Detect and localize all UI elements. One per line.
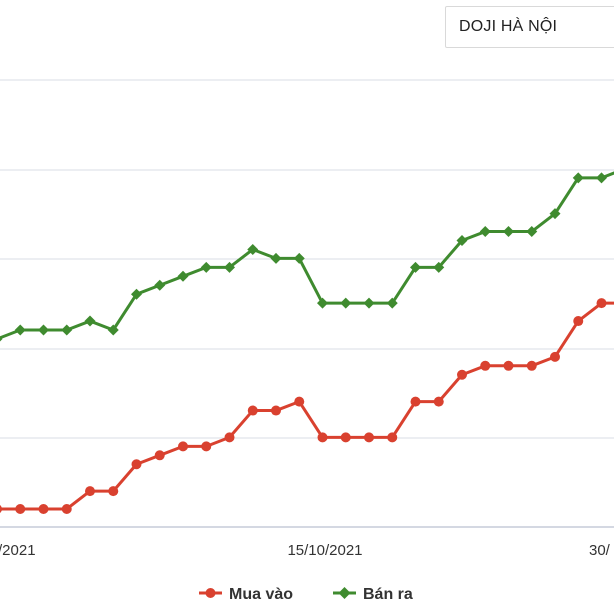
grid-lines [0, 79, 614, 439]
data-point[interactable] [14, 324, 26, 336]
data-point[interactable] [503, 226, 514, 238]
data-point[interactable] [596, 172, 607, 184]
data-point[interactable] [38, 504, 49, 514]
data-point[interactable] [271, 405, 281, 416]
data-point[interactable] [154, 450, 165, 461]
data-point[interactable] [479, 226, 491, 238]
legend-label-ban-ra: Bán ra [363, 586, 413, 603]
x-tick-label: 30/ [589, 542, 611, 559]
data-point[interactable] [15, 504, 26, 514]
data-point[interactable] [61, 324, 73, 336]
brand-selector[interactable]: DOJI HÀ NỘI [445, 6, 614, 48]
data-point[interactable] [178, 441, 188, 452]
data-point[interactable] [526, 226, 538, 238]
x-tick-label: 15/10/2021 [287, 542, 362, 559]
brand-selector-value: DOJI HÀ NỘI [459, 18, 558, 35]
data-point[interactable] [410, 396, 421, 407]
data-point[interactable] [84, 315, 96, 327]
data-point[interactable] [224, 432, 235, 443]
data-point[interactable] [0, 333, 3, 344]
data-point[interactable] [387, 432, 398, 443]
data-point[interactable] [294, 396, 305, 407]
data-point[interactable] [363, 297, 375, 309]
data-point[interactable] [61, 504, 72, 514]
data-point[interactable] [433, 261, 445, 273]
x-tick-label: /2021 [0, 542, 36, 559]
series-ban-ra [0, 171, 614, 344]
data-point[interactable] [131, 288, 142, 300]
data-point[interactable] [85, 486, 95, 497]
data-point[interactable] [549, 208, 561, 220]
data-point[interactable] [480, 360, 491, 371]
data-point[interactable] [201, 441, 212, 452]
data-point[interactable] [108, 486, 119, 497]
legend-item-mua-vao[interactable]: Mua vào [199, 586, 293, 603]
data-point[interactable] [224, 261, 235, 273]
data-point[interactable] [293, 252, 305, 264]
data-point[interactable] [457, 369, 467, 380]
data-point[interactable] [317, 432, 328, 443]
data-point[interactable] [596, 298, 607, 309]
legend-label-mua-vao: Mua vào [229, 586, 293, 603]
data-point[interactable] [503, 360, 514, 371]
legend-marker-ban-ra [338, 587, 351, 599]
data-point[interactable] [38, 324, 49, 336]
data-point[interactable] [317, 297, 328, 309]
data-point[interactable] [247, 243, 259, 255]
data-point[interactable] [572, 172, 584, 184]
series-layer [0, 171, 614, 514]
data-point[interactable] [131, 459, 142, 470]
data-point[interactable] [0, 504, 2, 514]
series-line [0, 301, 614, 511]
data-point[interactable] [200, 261, 212, 273]
data-point[interactable] [270, 252, 282, 264]
legend-item-ban-ra[interactable]: Bán ra [333, 586, 413, 603]
data-point[interactable] [573, 316, 584, 327]
data-point[interactable] [433, 396, 444, 407]
legend: Mua vào Bán ra [199, 586, 413, 603]
data-point[interactable] [107, 324, 119, 336]
data-point[interactable] [550, 351, 560, 362]
data-point[interactable] [456, 235, 468, 246]
series-mua-vao [0, 298, 614, 514]
data-point[interactable] [526, 360, 537, 371]
data-point[interactable] [154, 279, 166, 291]
data-point[interactable] [247, 405, 258, 416]
data-point[interactable] [364, 432, 374, 443]
data-point[interactable] [340, 432, 351, 443]
data-point[interactable] [177, 270, 189, 282]
series-line [0, 171, 614, 340]
legend-marker-mua-vao [205, 588, 216, 598]
data-point[interactable] [410, 261, 421, 273]
data-point[interactable] [386, 297, 398, 309]
data-point[interactable] [340, 297, 352, 309]
